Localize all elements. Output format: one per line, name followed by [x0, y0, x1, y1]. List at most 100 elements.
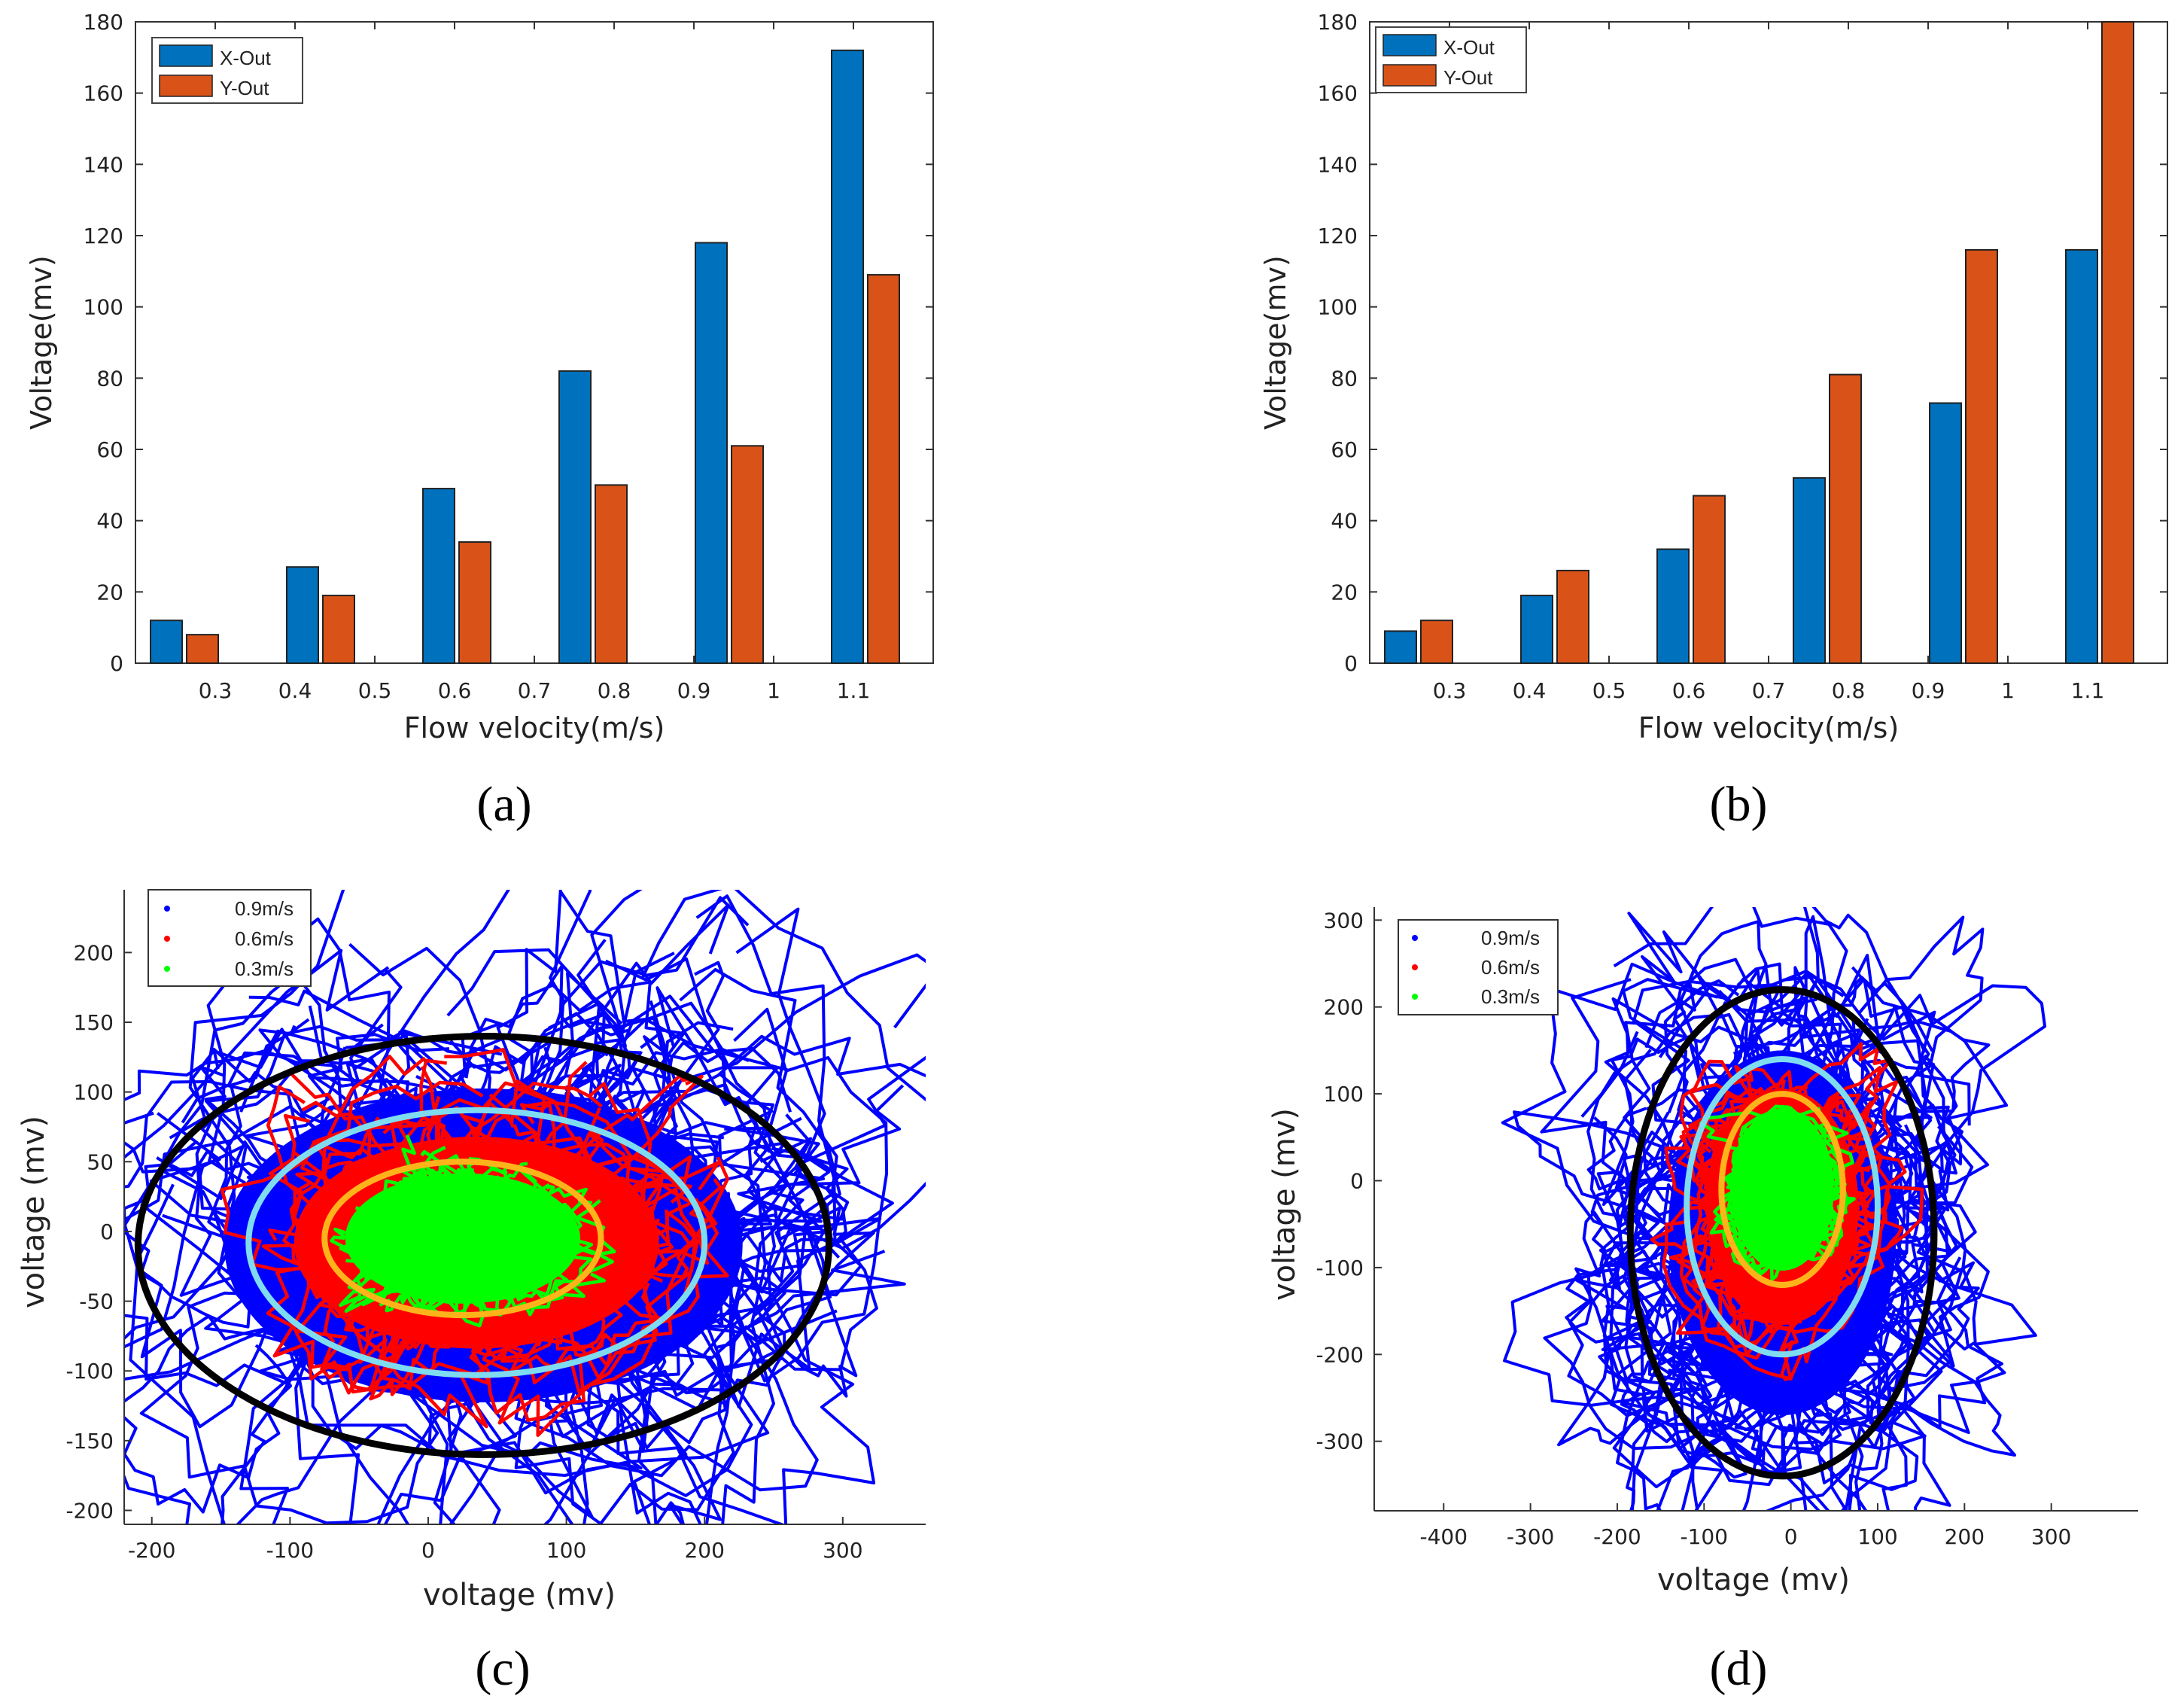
- panel-c-trajectories: [124, 890, 926, 1524]
- x-tick-label: 0.5: [1592, 678, 1626, 703]
- trajectory-0.9m/s-23: [590, 890, 837, 1408]
- y-tick-label: 80: [1331, 366, 1358, 391]
- bar-x-out-5: [2065, 248, 2098, 664]
- panel-d-legend-label-fast: 0.9m/s: [1481, 927, 1540, 949]
- panel-b-axes-box: [1369, 21, 2168, 664]
- y-tick-label: 160: [84, 81, 123, 106]
- bar-x-out-4: [1929, 402, 1962, 664]
- y-tick-label: 200: [74, 940, 114, 965]
- panel-b-legend-label-y: Y-Out: [1443, 66, 1493, 89]
- x-tick-label: 0: [421, 1538, 435, 1563]
- x-tick-label: 0.3: [199, 678, 233, 703]
- x-tick-label: 1: [2001, 678, 2015, 703]
- x-tick-label: 1: [767, 678, 780, 703]
- x-tick-label: -100: [266, 1538, 315, 1563]
- bar-x-out-3: [1793, 476, 1826, 664]
- panel-c-x-axis-title: voltage (mv): [423, 1578, 616, 1612]
- panel-d-legend-label-slow: 0.3m/s: [1481, 985, 1540, 1008]
- bar-y-out-2: [458, 541, 491, 664]
- panel-a-caption: (a): [476, 777, 531, 832]
- x-tick-label: 200: [684, 1538, 724, 1563]
- bar-y-out-2: [1693, 495, 1726, 664]
- x-tick-label: 200: [1945, 1524, 1985, 1549]
- panel-d-legend-label-mid: 0.6m/s: [1481, 956, 1540, 979]
- x-tick-label: 0.7: [1752, 678, 1786, 703]
- bar-x-out-5: [831, 49, 864, 665]
- y-tick-label: 60: [96, 437, 123, 462]
- x-tick-label: 300: [823, 1538, 862, 1563]
- x-tick-label: 0.8: [598, 678, 631, 703]
- bar-x-out-1: [1520, 595, 1553, 664]
- panel-c-caption: (c): [475, 1641, 530, 1696]
- panel-b-y-ticks: 0 20 40 60 80 100 120 140 160 180: [1318, 10, 2167, 676]
- panel-d-x-axis-title: voltage (mv): [1657, 1563, 1850, 1597]
- panel-c-x-ticks: -200 -100 0 100 200 300: [128, 1517, 863, 1563]
- bar-y-out-4: [731, 445, 764, 664]
- panel-b-legend-swatch-y: [1382, 64, 1437, 87]
- panel-b-x-axis-title: Flow velocity(m/s): [1638, 711, 1900, 744]
- y-tick-label: 180: [84, 10, 123, 35]
- panel-a-legend-label-x: X-Out: [220, 47, 272, 69]
- fit-ellipse-outer: [1626, 986, 1938, 1480]
- panel-a-bars: [150, 49, 900, 665]
- panel-d-legend-marker-fast: [1412, 935, 1418, 941]
- panel-d-x-ticks: -400 -300 -200 -100 0 100 200 300: [1419, 1503, 2071, 1549]
- bar-x-out-2: [1656, 548, 1690, 664]
- panel-c-legend-label-fast: 0.9m/s: [235, 897, 294, 920]
- x-tick-label: -400: [1419, 1524, 1468, 1549]
- x-tick-label: 100: [546, 1538, 586, 1563]
- panel-c-legend-marker-mid: [164, 936, 170, 942]
- trajectory-0.9m/s-52: [1620, 1360, 1713, 1444]
- panel-d-scatter-plot: -300 -200 -100 0 100 200 300 -400 -300 -200 -100 0…: [1267, 907, 2138, 1696]
- x-tick-label: -200: [128, 1538, 176, 1563]
- panel-a-bar-chart: 0 20 40 60 80 100 120 140 160 180 0.3 0.4 0.5 0.6 0.7…: [25, 10, 934, 832]
- y-tick-label: 0: [1350, 1168, 1364, 1193]
- x-tick-label: 0.3: [1433, 678, 1467, 703]
- y-tick-label: 100: [1318, 295, 1358, 320]
- panel-d-legend: 0.9m/s 0.6m/s 0.3m/s: [1398, 919, 1559, 1015]
- panel-c-legend-label-slow: 0.3m/s: [235, 958, 294, 980]
- y-tick-label: 200: [1324, 995, 1364, 1020]
- panel-a-legend-swatch-y: [159, 75, 213, 97]
- panel-a-axes-box: [135, 21, 934, 664]
- x-tick-label: 0.5: [358, 678, 392, 703]
- panel-a-legend: X-Out Y-Out: [151, 37, 303, 104]
- trajectory-core-0.3m/s: [345, 1173, 580, 1304]
- panel-b-legend-label-x: X-Out: [1443, 36, 1495, 59]
- panel-b-legend-swatch-x: [1382, 34, 1437, 56]
- panel-a-y-axis-title: Voltage(mv): [25, 255, 58, 430]
- x-tick-label: -300: [1507, 1524, 1555, 1549]
- panel-d-fit-ellipses: [1626, 986, 1938, 1480]
- y-tick-label: -200: [65, 1498, 114, 1523]
- y-tick-label: -200: [1316, 1342, 1364, 1367]
- x-tick-label: 1.1: [837, 678, 871, 703]
- fit-ellipse-outer: [134, 1033, 832, 1458]
- x-tick-label: -100: [1681, 1524, 1729, 1549]
- y-tick-label: 140: [1318, 152, 1358, 177]
- fit-ellipse-inner: [321, 1158, 604, 1319]
- panel-d-legend-marker-slow: [1412, 994, 1418, 1000]
- bar-x-out-2: [422, 488, 455, 664]
- x-tick-label: 0.9: [677, 678, 711, 703]
- x-tick-label: 0.9: [1912, 678, 1945, 703]
- y-tick-label: 140: [84, 152, 123, 177]
- bar-x-out-3: [558, 370, 592, 664]
- panel-b-y-axis-title: Voltage(mv): [1259, 255, 1292, 430]
- y-tick-label: 120: [1318, 224, 1358, 248]
- x-tick-label: 0.4: [1513, 678, 1547, 703]
- panel-d-legend-box: [1398, 919, 1559, 1015]
- bar-y-out-1: [322, 595, 355, 664]
- fit-ellipse-middle: [245, 1107, 708, 1378]
- x-tick-label: -200: [1593, 1524, 1641, 1549]
- bar-y-out-0: [186, 634, 219, 665]
- y-tick-label: 160: [1318, 81, 1358, 106]
- y-tick-label: 0: [100, 1219, 114, 1244]
- y-tick-label: 100: [84, 295, 123, 320]
- trajectory-0.9m/s-88: [1622, 1369, 1927, 1451]
- panel-c-legend-marker-slow: [164, 966, 170, 972]
- panel-d-y-ticks: -300 -200 -100 0 100 200 300: [1316, 908, 1382, 1454]
- y-tick-label: 60: [1331, 437, 1358, 462]
- bar-y-out-3: [595, 484, 628, 664]
- x-tick-label: 0: [1784, 1524, 1798, 1549]
